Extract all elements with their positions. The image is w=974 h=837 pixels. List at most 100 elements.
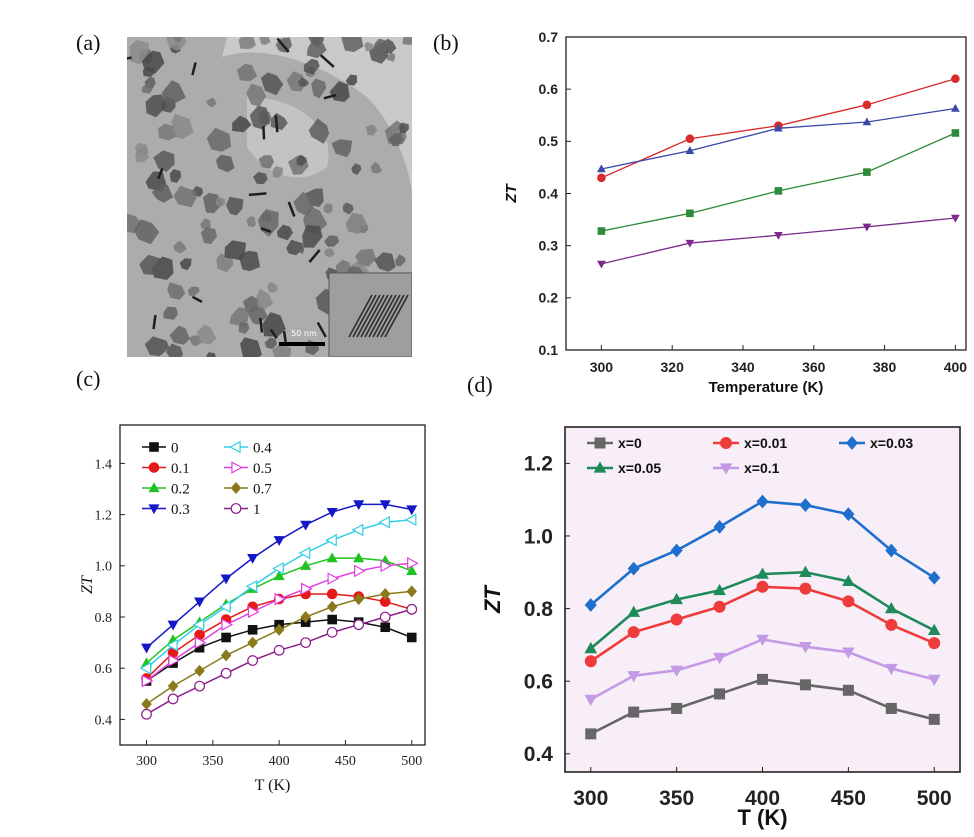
data-point (141, 674, 154, 688)
data-point (714, 688, 726, 700)
y-tick-label: 0.5 (539, 133, 559, 149)
data-point (194, 642, 205, 653)
nanoparticle (216, 154, 235, 173)
y-tick-label: 0.8 (524, 598, 554, 621)
data-point (326, 507, 338, 518)
legend-label: 0.7 (253, 481, 272, 497)
lattice-fringe (372, 294, 397, 338)
nanoparticle (256, 288, 273, 310)
data-point (842, 647, 855, 659)
data-point (627, 561, 640, 576)
micrograph-image (127, 37, 412, 357)
data-point (273, 536, 285, 546)
nanoparticle (206, 352, 216, 357)
data-point (380, 622, 391, 633)
series-green (597, 129, 960, 235)
legend-label: 1 (253, 502, 261, 518)
data-point (927, 674, 941, 686)
data-point (407, 556, 419, 570)
nanoparticle (153, 150, 175, 172)
data-point (327, 614, 337, 625)
series-x-0-01 (584, 580, 941, 668)
data-point (862, 100, 872, 110)
nanoparticle (169, 325, 190, 345)
legend-label: 0.2 (171, 481, 190, 497)
nanoparticle (345, 74, 358, 86)
data-point (884, 663, 898, 676)
series-0-7 (141, 585, 418, 711)
data-point (353, 500, 365, 511)
data-point (247, 636, 258, 649)
nanoparticle (206, 127, 232, 152)
data-point (799, 642, 812, 654)
legend-label: 0 (171, 440, 179, 456)
x-tick-label: 500 (917, 787, 952, 810)
y-axis-label: ZT (480, 585, 505, 614)
data-point (351, 523, 364, 537)
lattice-fringe (348, 294, 373, 338)
data-point (353, 593, 364, 606)
nanoparticle (342, 202, 354, 215)
y-tick-label: 0.7 (539, 29, 559, 45)
edge-on-platelet (282, 330, 287, 343)
data-point (713, 652, 726, 665)
nanoparticle (232, 115, 252, 133)
nanoparticle (144, 336, 170, 357)
data-point (379, 587, 391, 600)
data-point (247, 605, 260, 619)
nanoparticle (345, 212, 369, 234)
data-point (597, 227, 606, 235)
data-point (300, 560, 312, 570)
data-point (139, 661, 152, 675)
y-tick-label: 0.3 (539, 238, 559, 254)
series-0-5 (141, 556, 419, 688)
legend-label: x=0 (618, 435, 642, 451)
data-point (685, 134, 695, 144)
nanoparticle (173, 185, 197, 208)
legend-marker (720, 437, 732, 449)
data-point (141, 698, 152, 711)
scale-bar (279, 342, 325, 346)
x-tick-label: 340 (731, 359, 755, 375)
legend-marker (594, 437, 606, 449)
y-tick-label: 0.2 (539, 290, 559, 306)
data-point (168, 654, 181, 667)
nanoparticle (276, 224, 293, 241)
data-point (597, 260, 606, 269)
nanoparticle (145, 94, 168, 118)
y-axis-label: ZT (503, 183, 520, 204)
lattice-fringe (364, 294, 389, 338)
nanoparticle (395, 254, 406, 267)
y-tick-label: 1.2 (524, 453, 553, 476)
data-point (194, 636, 207, 649)
series-line (601, 132, 956, 232)
data-point (326, 552, 338, 563)
data-point (326, 626, 338, 638)
x-tick-label: 320 (661, 359, 685, 375)
x-tick-label: 450 (831, 787, 866, 810)
data-point (194, 597, 206, 608)
nanoparticle (387, 52, 396, 62)
data-point (406, 603, 418, 615)
data-point (380, 559, 393, 573)
data-point (713, 519, 726, 534)
nanoparticle (249, 105, 270, 130)
nanoparticle (302, 225, 323, 248)
data-point (194, 680, 205, 692)
nanoparticle (134, 142, 149, 156)
data-point (927, 623, 941, 636)
nanoparticle (158, 123, 177, 141)
y-tick-label: 1.0 (95, 560, 113, 575)
edge-on-platelet (276, 37, 290, 53)
nanoparticle (275, 38, 287, 52)
data-point (951, 214, 960, 223)
nanoparticle (364, 41, 375, 52)
legend-label: x=0.1 (744, 460, 780, 476)
data-point (327, 572, 340, 585)
scale-bar-label: 50 nm (291, 329, 317, 338)
nanoparticle (324, 235, 340, 247)
data-point (951, 129, 960, 137)
edge-on-platelet (127, 56, 132, 61)
data-point (300, 611, 311, 623)
x-tick-label: 300 (136, 754, 157, 769)
